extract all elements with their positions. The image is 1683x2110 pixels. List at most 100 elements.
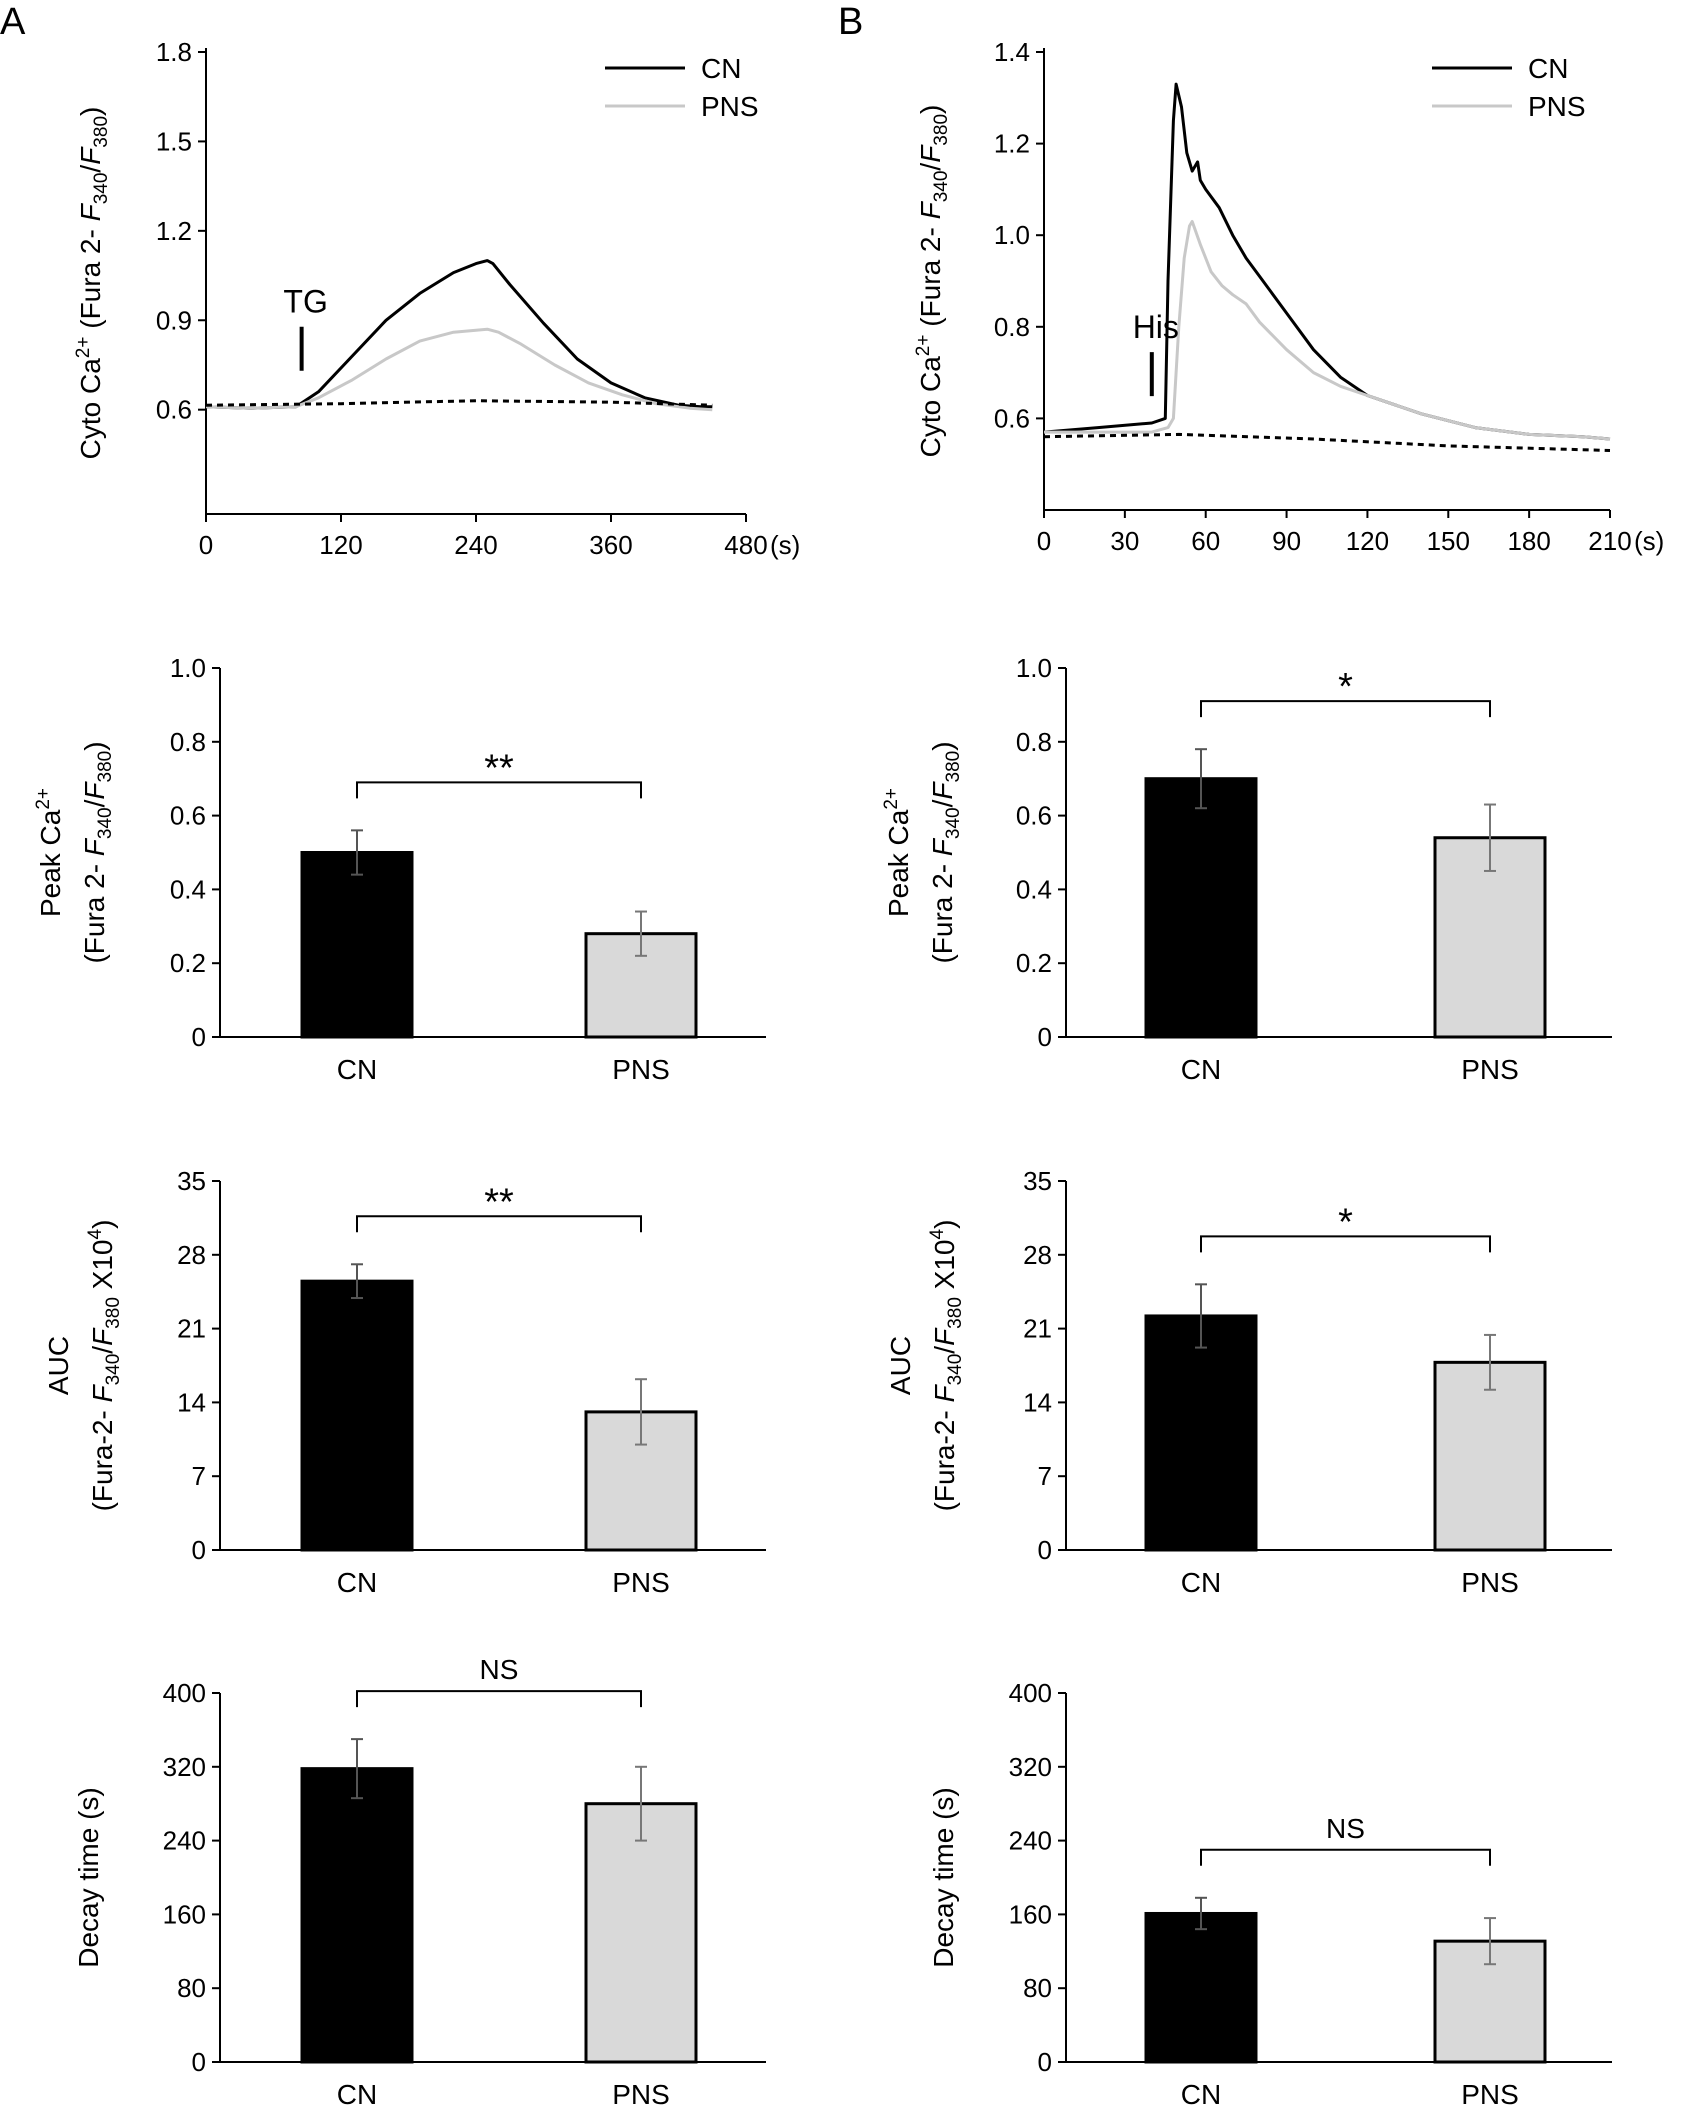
chart-b-trace: 0.6 0.8 1.0 1.2 1.4 0 30 60 90 120 150 180 210 (s) Cyt… [913,37,1664,556]
y-tick-label: 80 [1023,1973,1052,2003]
y-tick-label: 0.4 [170,874,206,904]
y-axis-label: (Fura 2- F340​/F380​) [79,741,116,963]
y-axis-label: AUC [43,1336,74,1395]
y-tick-label: 0.8 [170,727,206,757]
category-label-pns: PNS [1461,2079,1519,2110]
category-label-cn: CN [337,1054,377,1085]
legend-label-pns: PNS [1528,91,1586,122]
y-tick-label: 0.6 [1016,801,1052,831]
y-tick-label: 80 [177,1973,206,2003]
y-axis-label: Peak Ca2+​ [33,788,66,917]
x-tick-label: 120 [1346,526,1389,556]
y-tick-label: 400 [1009,1678,1052,1708]
series-line-cn [1043,82,1611,441]
x-tick-label: 210 [1588,526,1631,556]
y-tick-label: 14 [1023,1387,1052,1417]
chart-a-peak: 0 0.2 0.4 0.6 0.8 1.0 Peak Ca2+​ (Fura 2- F340​… [33,653,766,1085]
x-tick-label: 0 [199,530,213,560]
y-tick-label: 0.8 [1016,727,1052,757]
x-tick-label: 150 [1427,526,1470,556]
significance-label: * [1338,1201,1353,1243]
y-axis-label: (Fura 2- F340​/F380​) [927,741,964,963]
y-tick-label: 0.6 [994,403,1030,433]
y-tick-label: 1.0 [994,220,1030,250]
y-tick-label: 21 [1023,1314,1052,1344]
y-tick-label: 21 [177,1314,206,1344]
y-axis-label: AUC [885,1336,916,1395]
y-axis-label: Cyto Ca2+​ (Fura 2- F340​/F380​) [73,107,112,460]
y-tick-label: 1.4 [994,37,1030,67]
significance-bracket [356,781,642,799]
x-tick-label: 180 [1507,526,1550,556]
x-tick-label: 120 [319,530,362,560]
significance-label: * [1338,666,1353,708]
chart-a-auc: 0 7 14 21 28 35 AUC (Fura-2- F340​/F380​ X104​)… [43,1166,766,1598]
significance-bracket [1200,1235,1491,1253]
legend-label-cn: CN [701,53,741,84]
bar-cn [300,1767,414,2064]
y-tick-label: 1.0 [1016,653,1052,683]
y-tick-label: 0.8 [994,312,1030,342]
y-tick-label: 160 [163,1899,206,1929]
category-label-cn: CN [337,2079,377,2110]
chart-a-trace: 0.6 0.9 1.2 1.5 1.8 0 120 240 360 480 (s) Cyto Ca2+… [73,37,800,560]
bar-cn [300,1279,414,1552]
significance-bracket [356,1690,642,1708]
y-tick-label: 0.2 [170,948,206,978]
y-tick-label: 0 [192,2047,206,2077]
series-line-baseline [1043,432,1611,452]
series-line-baseline [205,399,713,407]
x-tick-label: 480 [724,530,767,560]
x-tick-label: 60 [1191,526,1220,556]
series-line-pns [1044,220,1611,441]
bar-pns [1433,1360,1547,1552]
stimulus-label: TG [283,284,327,320]
y-tick-label: 160 [1009,1899,1052,1929]
y-tick-label: 1.2 [156,216,192,246]
bar-cn [1144,1911,1258,2064]
y-tick-label: 1.2 [994,129,1030,159]
panel-letter-a: A [0,1,26,43]
significance-label: NS [1326,1813,1365,1844]
legend-label-cn: CN [1528,53,1568,84]
y-axis-label: Peak Ca2+​ [881,788,914,917]
significance-label: ** [484,1181,514,1223]
y-tick-label: 0.6 [156,395,192,425]
bar-cn [300,851,414,1039]
chart-b-auc: 0 7 14 21 28 35 AUC (Fura-2- F340​/F380​ X104​)… [885,1166,1612,1598]
y-tick-label: 0.2 [1016,948,1052,978]
y-tick-label: 0 [192,1022,206,1052]
y-tick-label: 28 [1023,1240,1052,1270]
category-label-pns: PNS [1461,1054,1519,1085]
y-tick-label: 28 [177,1240,206,1270]
y-tick-label: 7 [192,1461,206,1491]
significance-label: NS [480,1654,519,1685]
significance-bracket [356,1215,642,1233]
x-tick-label: 90 [1272,526,1301,556]
y-tick-label: 1.5 [156,126,192,156]
x-tick-label: 30 [1110,526,1139,556]
y-axis-label: Decay time (s) [928,1787,959,1967]
x-tick-label: 360 [589,530,632,560]
significance-bracket [1200,1848,1491,1866]
bar-cn [1144,1314,1258,1552]
y-tick-label: 320 [163,1752,206,1782]
y-tick-label: 35 [177,1166,206,1196]
category-label-pns: PNS [612,2079,670,2110]
chart-b-decay: 0 80 160 240 320 400 Decay time (s) CN PNS NS [928,1678,1612,2110]
x-tick-label: 240 [454,530,497,560]
y-tick-label: 0 [1038,2047,1052,2077]
category-label-cn: CN [1181,1054,1221,1085]
stimulus-label: His [1133,309,1179,345]
category-label-cn: CN [1181,1567,1221,1598]
y-tick-label: 0.6 [170,801,206,831]
series-line-cn [205,259,713,410]
y-axis-label: (Fura-2- F340​/F380​ X104​) [85,1220,124,1512]
category-label-pns: PNS [612,1567,670,1598]
y-tick-label: 400 [163,1678,206,1708]
y-tick-label: 7 [1038,1461,1052,1491]
y-tick-label: 1.8 [156,37,192,67]
y-axis-label: (Fura-2- F340​/F380​ X104​) [927,1220,966,1512]
category-label-pns: PNS [1461,1567,1519,1598]
